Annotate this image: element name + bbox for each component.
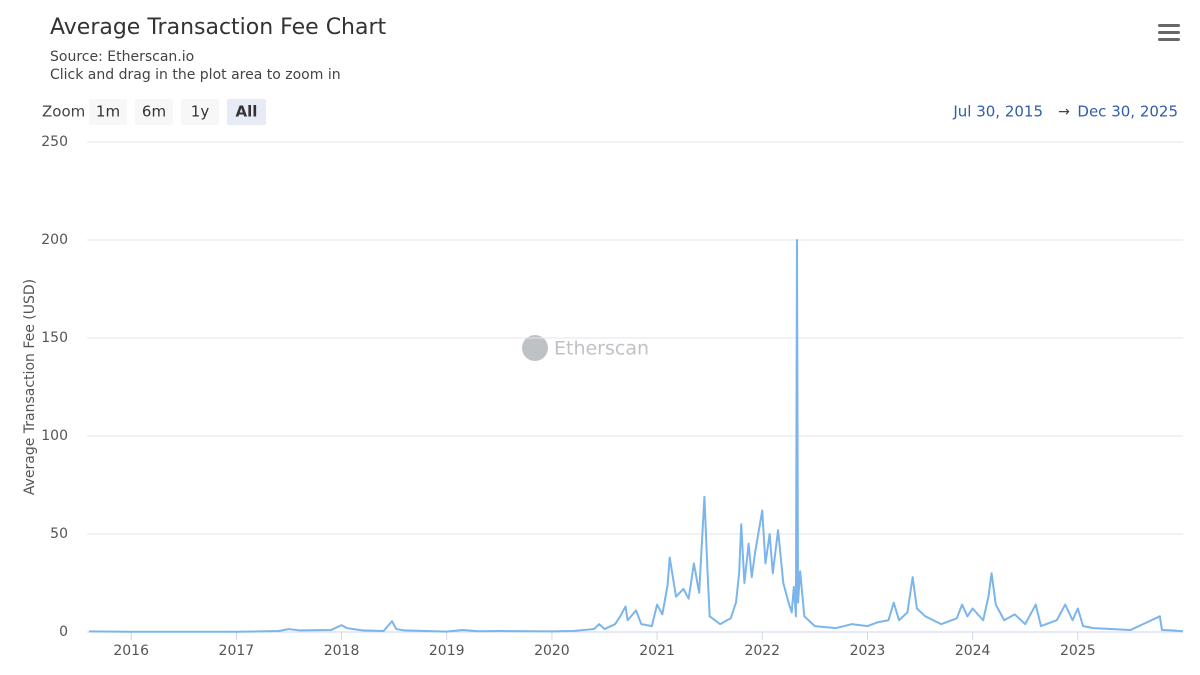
zoom-button-label: 1y xyxy=(191,103,210,121)
menu-bar xyxy=(1158,24,1180,27)
x-tick-label: 2020 xyxy=(534,643,570,659)
range-to[interactable]: Dec 30, 2025 xyxy=(1077,103,1178,121)
menu-bar xyxy=(1158,31,1180,34)
x-tick-label: 2019 xyxy=(429,643,465,659)
subtitle: Click and drag in the plot area to zoom … xyxy=(50,67,341,83)
data-line xyxy=(89,239,1184,633)
zoom-label: Zoom xyxy=(42,103,85,121)
y-tick-label: 150 xyxy=(41,330,68,346)
x-tick-label: 2025 xyxy=(1060,643,1096,659)
watermark: Etherscan xyxy=(522,335,649,361)
zoom-button[interactable]: 6m xyxy=(135,99,173,125)
x-tick-label: 2017 xyxy=(219,643,255,659)
watermark-logo xyxy=(522,335,548,361)
x-tick-label: 2022 xyxy=(744,643,780,659)
y-tick-label: 50 xyxy=(50,526,68,542)
range-from[interactable]: Jul 30, 2015 xyxy=(952,103,1043,121)
x-tick-label: 2016 xyxy=(113,643,149,659)
y-axis-title: Average Transaction Fee (USD) xyxy=(22,279,38,495)
zoom-button-label: 6m xyxy=(142,103,166,121)
zoom-button[interactable]: All xyxy=(227,99,266,125)
menu-bar xyxy=(1158,38,1180,41)
x-tick-label: 2021 xyxy=(639,643,675,659)
range-separator: → xyxy=(1058,104,1070,120)
y-tick-label: 100 xyxy=(41,428,68,444)
x-tick-label: 2024 xyxy=(955,643,991,659)
subtitle: Source: Etherscan.io xyxy=(50,49,194,65)
zoom-button-bg xyxy=(181,99,219,125)
zoom-button[interactable]: 1y xyxy=(181,99,219,125)
x-tick-label: 2023 xyxy=(850,643,886,659)
zoom-button[interactable]: 1m xyxy=(89,99,127,125)
zoom-button-label: 1m xyxy=(96,103,120,121)
y-tick-label: 200 xyxy=(41,232,68,248)
chart-title: Average Transaction Fee Chart xyxy=(50,15,387,40)
y-tick-label: 250 xyxy=(41,134,68,150)
y-tick-label: 0 xyxy=(59,624,68,640)
zoom-button-bg xyxy=(89,99,127,125)
x-tick-label: 2018 xyxy=(324,643,360,659)
menu-button[interactable] xyxy=(1158,24,1180,41)
zoom-button-bg xyxy=(227,99,266,125)
zoom-button-label: All xyxy=(236,103,258,121)
zoom-button-bg xyxy=(135,99,173,125)
watermark-text: Etherscan xyxy=(554,338,649,360)
